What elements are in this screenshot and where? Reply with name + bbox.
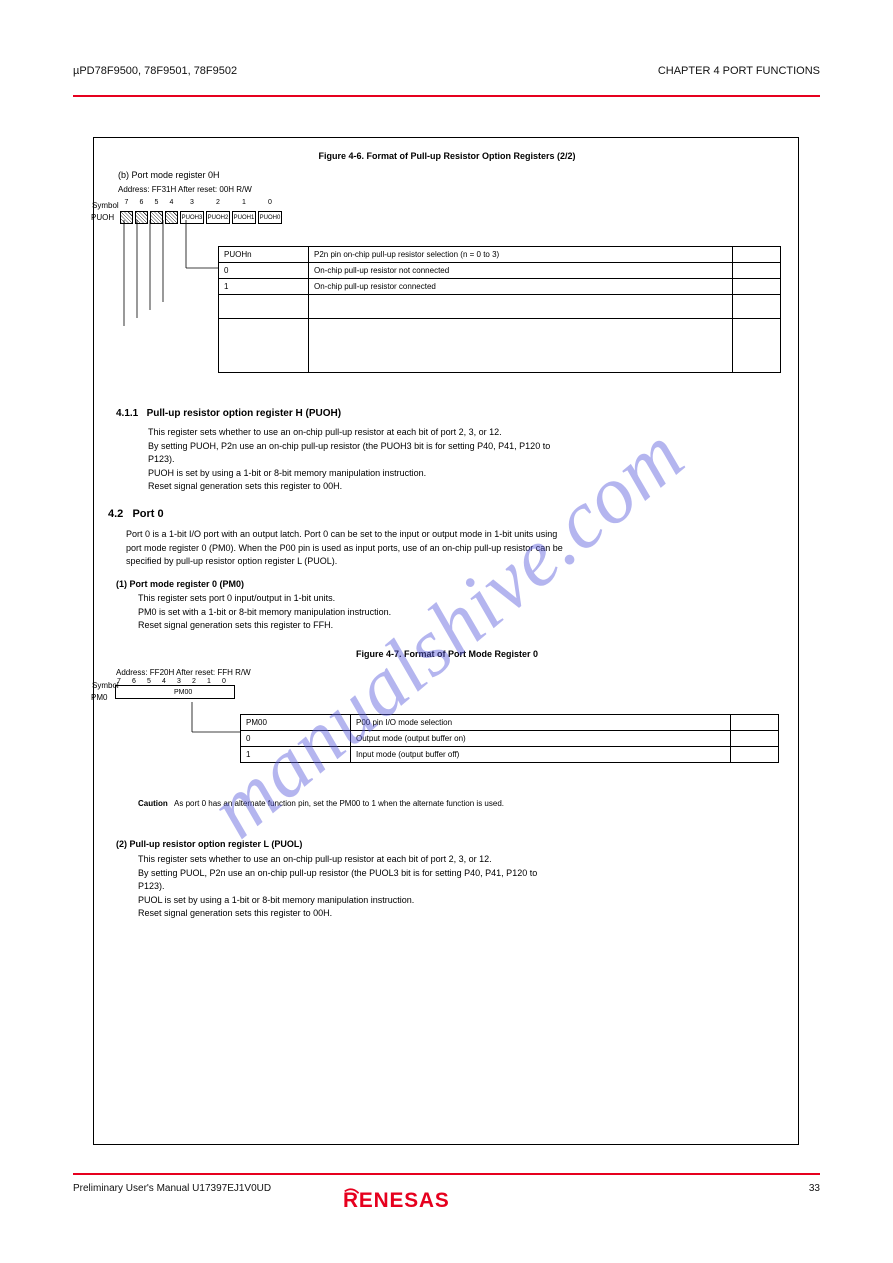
tbl1-h1: PUOHn	[219, 247, 309, 263]
tbl2-r0c1: 0	[241, 731, 351, 747]
bit-idx-0: 0	[258, 196, 282, 209]
bit-idx-4: 4	[165, 196, 178, 209]
sec411-p2a: By setting PUOH, P2n use an on-chip pull…	[148, 440, 768, 454]
pm0-register-bar: PM00	[115, 685, 235, 699]
pm0-symbol: PM0	[91, 693, 107, 702]
fig47-caption: Figure 4-7. Format of Port Mode Register…	[94, 648, 800, 662]
bit-idx-3: 3	[180, 196, 204, 209]
tbl2-r1c3	[731, 747, 779, 763]
pm0-idx6: 6	[132, 678, 147, 685]
puol-b4: Reset signal generation sets this regist…	[138, 907, 768, 921]
tbl1-r1c1: 1	[219, 279, 309, 295]
tbl1-r3c1	[219, 319, 309, 373]
puol-b2a: By setting PUOL, P2n use an on-chip pull…	[138, 867, 768, 881]
pm0-address-line: Address: FF20H After reset: FFH R/W	[116, 668, 251, 677]
doc-product: µPD78F9500, 78F9501, 78F9502	[73, 65, 237, 77]
tbl1-r2c1	[219, 295, 309, 319]
sec411-p4: Reset signal generation sets this regist…	[148, 480, 768, 494]
pm0-idx1: 1	[207, 678, 222, 685]
pm0-idx0: 0	[222, 678, 237, 685]
tbl1-r0c1: 0	[219, 263, 309, 279]
tbl1-r3c2	[309, 319, 733, 373]
puoh-symbol: PUOH	[91, 213, 114, 222]
sec411-p3: PUOH is set by using a 1-bit or 8-bit me…	[148, 467, 768, 481]
pm0-body1: This register sets port 0 input/output i…	[138, 592, 758, 606]
sec411-p1: This register sets whether to use an on-…	[148, 426, 768, 440]
puoh-symbol-label: Symbol	[92, 201, 119, 210]
bit-idx-2: 2	[206, 196, 230, 209]
bit-idx-1: 1	[232, 196, 256, 209]
pm0-lead: (1) Port mode register 0 (PM0)	[116, 578, 244, 592]
tbl1-r0c2: On-chip pull-up resistor not connected	[309, 263, 733, 279]
tbl2-r0c2: Output mode (output buffer on)	[351, 731, 731, 747]
sec42-p2: port mode register 0 (PM0). When the P00…	[126, 542, 776, 556]
tbl2-h3	[731, 715, 779, 731]
puol-b3: PUOL is set by using a 1-bit or 8-bit me…	[138, 894, 768, 908]
caution-label: Caution	[138, 799, 168, 808]
pm0-idx4: 4	[162, 678, 177, 685]
pm0-idx5: 5	[147, 678, 162, 685]
caution-text: As port 0 has an alternate function pin,…	[174, 799, 504, 808]
puol-lead: (2) Pull-up resistor option register L (…	[116, 838, 302, 852]
pm0-idx2: 2	[192, 678, 207, 685]
tbl1-r1c3	[733, 279, 781, 295]
figure-box: Figure 4-6. Format of Pull-up Resistor O…	[93, 137, 799, 1145]
sec42-p3: specified by pull-up resistor option reg…	[126, 555, 776, 569]
puoh-subtitle: (b) Port mode register 0H	[118, 170, 220, 180]
sec411-num: 4.1.1	[116, 408, 138, 419]
sec42-p1: Port 0 is a 1-bit I/O port with an outpu…	[126, 528, 776, 542]
tbl2-r1c2: Input mode (output buffer off)	[351, 747, 731, 763]
pm0-idx7: 7	[117, 678, 132, 685]
tbl2-h1: PM00	[241, 715, 351, 731]
sec42-num: 4.2	[108, 508, 123, 520]
footer-rule	[73, 1173, 820, 1175]
bit-idx-5: 5	[150, 196, 163, 209]
tbl1-r3c3	[733, 319, 781, 373]
puol-b2b: P123).	[138, 880, 768, 894]
header-rule	[73, 95, 820, 97]
tbl2-h2: P00 pin I/O mode selection	[351, 715, 731, 731]
pm0-body3: Reset signal generation sets this regist…	[138, 619, 758, 633]
bit-idx-7: 7	[120, 196, 133, 209]
tbl1-h3	[733, 247, 781, 263]
puoh-description-table: PUOHn P2n pin on-chip pull-up resistor s…	[218, 246, 781, 373]
bit-idx-6: 6	[135, 196, 148, 209]
pm0-bit0-label: PM00	[174, 689, 192, 696]
tbl2-r1c1: 1	[241, 747, 351, 763]
tbl1-h2: P2n pin on-chip pull-up resistor selecti…	[309, 247, 733, 263]
tbl2-r0c3	[731, 731, 779, 747]
puol-b1: This register sets whether to use an on-…	[138, 853, 768, 867]
tbl1-r0c3	[733, 263, 781, 279]
tbl1-r2c2	[309, 295, 733, 319]
puoh-address-line: Address: FF31H After reset: 00H R/W	[118, 185, 252, 194]
renesas-logo: RENESAS	[0, 1188, 893, 1219]
figure-caption: Figure 4-6. Format of Pull-up Resistor O…	[94, 150, 800, 164]
pm0-description-table: PM00 P00 pin I/O mode selection 0 Output…	[240, 714, 779, 763]
sec42-title: Port 0	[132, 508, 163, 520]
pm0-body2: PM0 is set with a 1-bit or 8-bit memory …	[138, 606, 758, 620]
sec411-p2b: P123).	[148, 453, 768, 467]
doc-chapter: CHAPTER 4 PORT FUNCTIONS	[658, 65, 820, 77]
tbl1-r2c3	[733, 295, 781, 319]
tbl1-r1c2: On-chip pull-up resistor connected	[309, 279, 733, 295]
sec411-title: Pull-up resistor option register H (PUOH…	[147, 408, 341, 419]
pm0-idx3: 3	[177, 678, 192, 685]
